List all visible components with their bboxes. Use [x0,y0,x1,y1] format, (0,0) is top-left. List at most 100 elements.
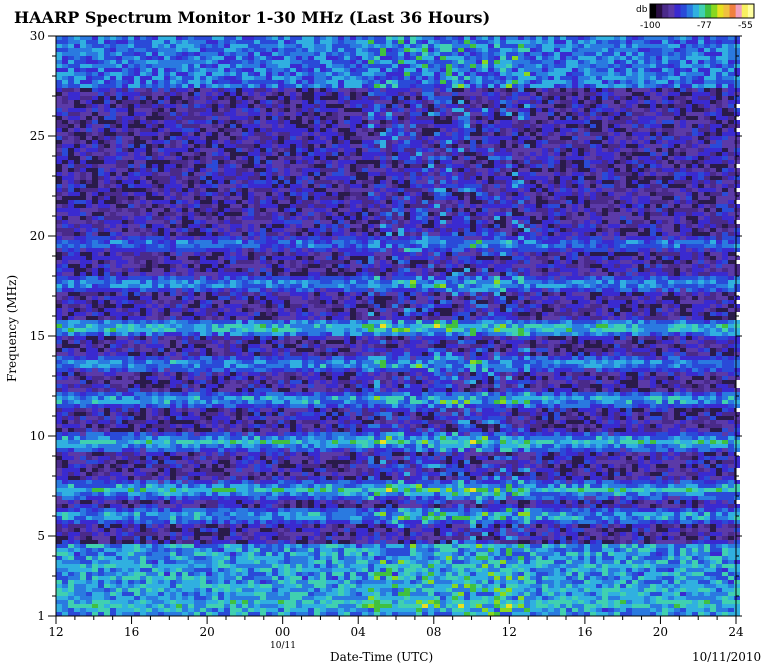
heatmap-cell [116,104,122,108]
heatmap-cell [248,172,254,176]
heatmap-cell [278,184,284,188]
heatmap-cell [416,112,422,116]
heatmap-cell [476,212,482,216]
heatmap-cell [494,200,500,204]
heatmap-cell [398,152,404,156]
heatmap-cell [284,56,290,60]
heatmap-cell [224,48,230,52]
heatmap-cell [608,148,614,152]
heatmap-cell [74,36,80,40]
heatmap-cell [122,160,128,164]
heatmap-cell [260,128,266,132]
heatmap-cell [512,216,518,220]
heatmap-cell [356,200,362,204]
heatmap-cell [296,36,302,40]
heatmap-cell [140,168,146,172]
heatmap-cell [380,160,386,164]
heatmap-cell [284,220,290,224]
heatmap-cell [698,220,704,224]
heatmap-cell [140,132,146,136]
heatmap-cell [440,212,446,216]
heatmap-cell [536,132,542,136]
heatmap-cell [704,228,710,232]
heatmap-cell [116,76,122,80]
heatmap-cell [404,124,410,128]
heatmap-cell [212,192,218,196]
heatmap-cell [206,120,212,124]
heatmap-cell [254,40,260,44]
heatmap-cell [572,128,578,132]
heatmap-cell [506,76,512,80]
heatmap-cell [572,228,578,232]
heatmap-cell [62,236,68,240]
heatmap-cell [416,144,422,148]
heatmap-cell [416,116,422,120]
heatmap-cell [284,176,290,180]
heatmap-cell [314,144,320,148]
heatmap-cell [464,116,470,120]
heatmap-cell [518,88,524,92]
heatmap-cell [716,80,722,84]
heatmap-cell [524,232,530,236]
heatmap-cell [242,160,248,164]
heatmap-cell [104,160,110,164]
heatmap-cell [716,72,722,76]
heatmap-cell [728,168,734,172]
heatmap-cell [578,80,584,84]
heatmap-cell [626,140,632,144]
heatmap-cell [638,164,644,168]
heatmap-cell [668,80,674,84]
heatmap-cell [704,128,710,132]
heatmap-cell [422,184,428,188]
heatmap-cell [278,228,284,232]
heatmap-cell [512,200,518,204]
heatmap-cell [662,216,668,220]
heatmap-cell [374,100,380,104]
heatmap-cell [338,60,344,64]
heatmap-cell [98,200,104,204]
heatmap-cell [68,108,74,112]
heatmap-cell [608,172,614,176]
heatmap-cell [458,200,464,204]
heatmap-cell [584,52,590,56]
heatmap-cell [530,84,536,88]
heatmap-cell [290,172,296,176]
heatmap-cell [398,108,404,112]
heatmap-cell [554,144,560,148]
heatmap-cell [338,44,344,48]
heatmap-cell [320,68,326,72]
heatmap-cell [272,80,278,84]
heatmap-cell [464,104,470,108]
heatmap-cell [110,108,116,112]
heatmap-cell [194,148,200,152]
heatmap-cell [476,192,482,196]
heatmap-cell [398,160,404,164]
heatmap-cell [374,48,380,52]
heatmap-cell [260,188,266,192]
heatmap-cell [554,76,560,80]
heatmap-cell [200,208,206,212]
heatmap-cell [368,84,374,88]
heatmap-cell [146,100,152,104]
heatmap-cell [194,236,200,240]
heatmap-cell [422,56,428,60]
heatmap-cell [296,144,302,148]
heatmap-cell [596,212,602,216]
heatmap-cell [260,228,266,232]
heatmap-cell [728,116,734,120]
heatmap-cell [416,124,422,128]
heatmap-cell [152,148,158,152]
heatmap-cell [428,180,434,184]
heatmap-cell [530,56,536,60]
heatmap-cell [428,68,434,72]
heatmap-cell [398,232,404,236]
heatmap-cell [356,120,362,124]
heatmap-cell [92,116,98,120]
heatmap-cell [458,124,464,128]
heatmap-cell [122,192,128,196]
heatmap-cell [362,168,368,172]
heatmap-cell [350,60,356,64]
heatmap-cell [578,88,584,92]
heatmap-cell [482,124,488,128]
heatmap-cell [224,144,230,148]
